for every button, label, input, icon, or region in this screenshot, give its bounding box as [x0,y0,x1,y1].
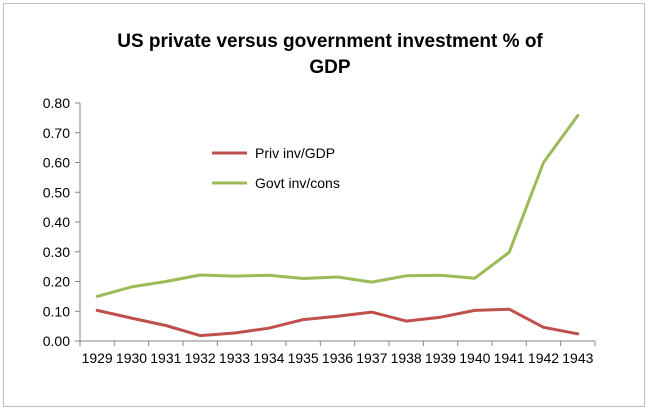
x-tick-label: 1939 [425,350,456,366]
x-tick-label: 1929 [82,350,113,366]
x-tick-label: 1938 [391,350,422,366]
x-tick-label: 1931 [150,350,181,366]
y-tick-label: 0.40 [43,214,70,230]
y-tick-label: 0.70 [43,125,70,141]
x-axis-tick-labels: 1929 1930 1931 1932 1933 1934 1935 1936 1937 1938… [79,341,596,366]
x-tick-label: 1943 [562,350,593,366]
y-tick-label: 0.30 [43,244,70,260]
series-line-priv-inv-gdp [95,307,580,338]
y-tick-label: 0.10 [43,303,70,319]
legend: Priv inv/GDP Govt inv/cons [212,145,340,191]
x-tick-label: 1940 [459,350,490,366]
axes [79,103,595,342]
y-axis-tick-labels: 0.00 0.10 0.20 0.30 0.40 0.50 0.60 0.70 0.80 [43,95,80,349]
y-tick-label: 0.00 [43,333,70,349]
legend-label: Priv inv/GDP [255,145,335,161]
x-tick-label: 1932 [185,350,216,366]
series-line-govt-inv-cons [95,114,580,298]
x-tick-label: 1941 [494,350,525,366]
legend-label: Govt inv/cons [255,175,340,191]
y-tick-label: 0.20 [43,274,70,290]
y-tick-label: 0.80 [43,95,70,111]
x-tick-label: 1942 [528,350,559,366]
chart-title-line-2: GDP [309,57,351,78]
x-tick-label: 1933 [219,350,250,366]
x-tick-label: 1935 [288,350,319,366]
y-tick-label: 0.50 [43,184,70,200]
x-tick-label: 1936 [322,350,353,366]
chart-title-line-1: US private versus government investment … [117,31,543,52]
x-tick-label: 1930 [116,350,147,366]
chart-frame [3,3,645,407]
x-tick-label: 1937 [356,350,387,366]
x-tick-label: 1934 [253,350,284,366]
y-tick-label: 0.60 [43,155,70,171]
series-lines [95,114,580,338]
